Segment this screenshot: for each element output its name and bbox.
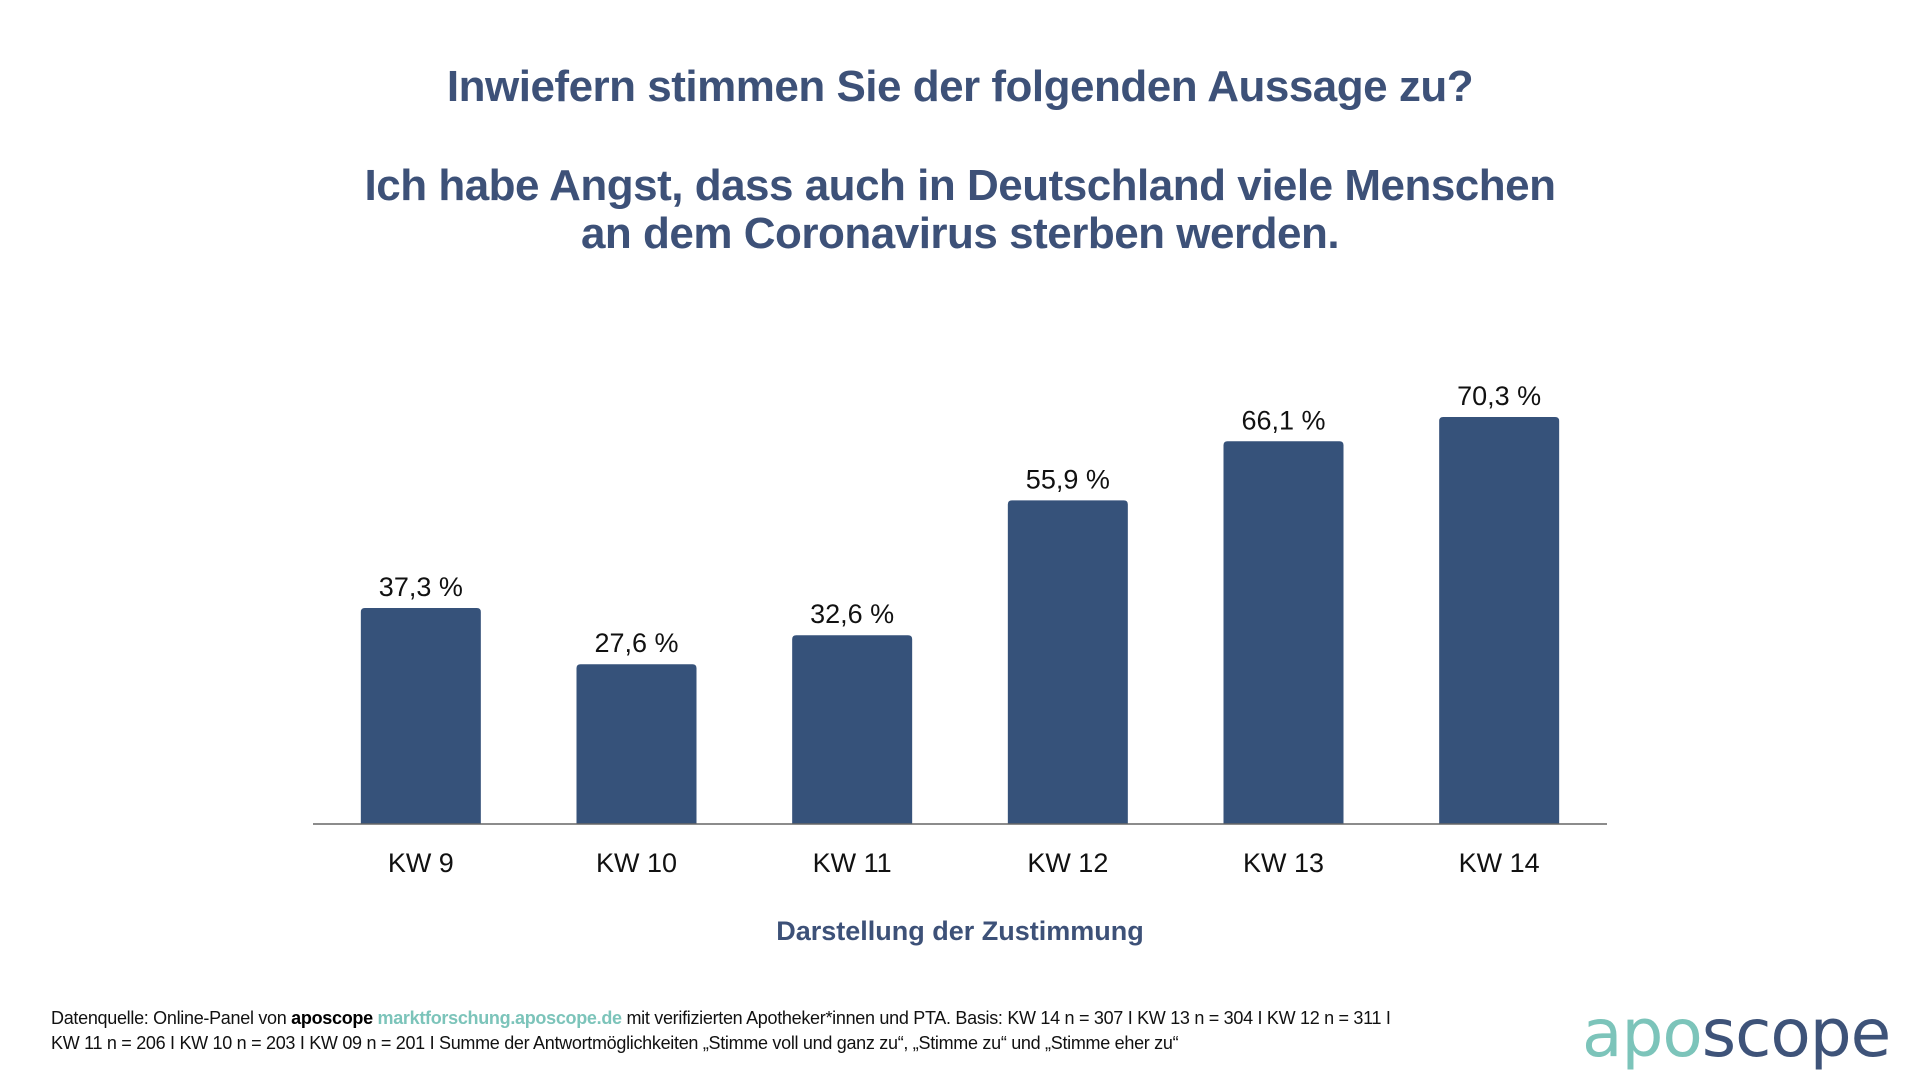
chart-title-question: Inwiefern stimmen Sie der folgenden Auss… xyxy=(446,62,1474,111)
logo-scope: scope xyxy=(1701,995,1892,1072)
bar-kw-9 xyxy=(360,608,481,824)
bar-kw-13 xyxy=(1223,441,1344,824)
logo-apo: apo xyxy=(1582,995,1703,1072)
x-axis-title: Darstellung der Zustimmung xyxy=(776,916,1144,946)
value-label: 37,3 % xyxy=(379,572,463,602)
category-label: KW 12 xyxy=(1027,848,1108,878)
bar-kw-12 xyxy=(1007,500,1128,824)
category-label: KW 10 xyxy=(596,848,677,878)
footer-line2: KW 11 n = 206 I KW 10 n = 203 I KW 09 n … xyxy=(51,1033,1179,1053)
value-label: 66,1 % xyxy=(1241,405,1325,435)
footer-link[interactable]: marktforschung.aposcope.de xyxy=(377,1008,623,1028)
bar-kw-14 xyxy=(1439,416,1560,824)
chart-title-statement: Ich habe Angst, dass auch in Deutschland… xyxy=(0,162,1920,258)
bars-group xyxy=(360,416,1560,824)
footer-brand: aposcope xyxy=(291,1008,373,1028)
value-label: 55,9 % xyxy=(1026,464,1110,494)
footer-prefix: Datenquelle: Online-Panel von xyxy=(51,1008,292,1028)
category-label: KW 14 xyxy=(1459,848,1540,878)
data-source-footer: Datenquelle: Online-Panel von aposcope m… xyxy=(51,1006,1571,1056)
footer-line1-rest: mit verifizierten Apotheker*innen und PT… xyxy=(621,1008,1391,1028)
bar-kw-10 xyxy=(576,664,697,824)
value-label: 70,3 % xyxy=(1457,381,1541,411)
statement-line-1: Ich habe Angst, dass auch in Deutschland… xyxy=(364,161,1556,210)
value-label: 27,6 % xyxy=(594,628,678,658)
statement-line-2: an dem Coronavirus sterben werden. xyxy=(580,209,1340,258)
category-label: KW 11 xyxy=(813,848,892,878)
value-labels-group: 37,3 % 27,6 % 32,6 % 55,9 % 66,1 % 70,3 % xyxy=(379,381,1541,658)
category-label: KW 9 xyxy=(388,848,454,878)
bar-kw-11 xyxy=(792,635,913,824)
category-labels-group: KW 9 KW 10 KW 11 KW 12 KW 13 KW 14 xyxy=(388,848,1540,878)
value-label: 32,6 % xyxy=(810,599,894,629)
category-label: KW 13 xyxy=(1243,848,1324,878)
aposcope-logo: aposcope xyxy=(1582,994,1892,1074)
